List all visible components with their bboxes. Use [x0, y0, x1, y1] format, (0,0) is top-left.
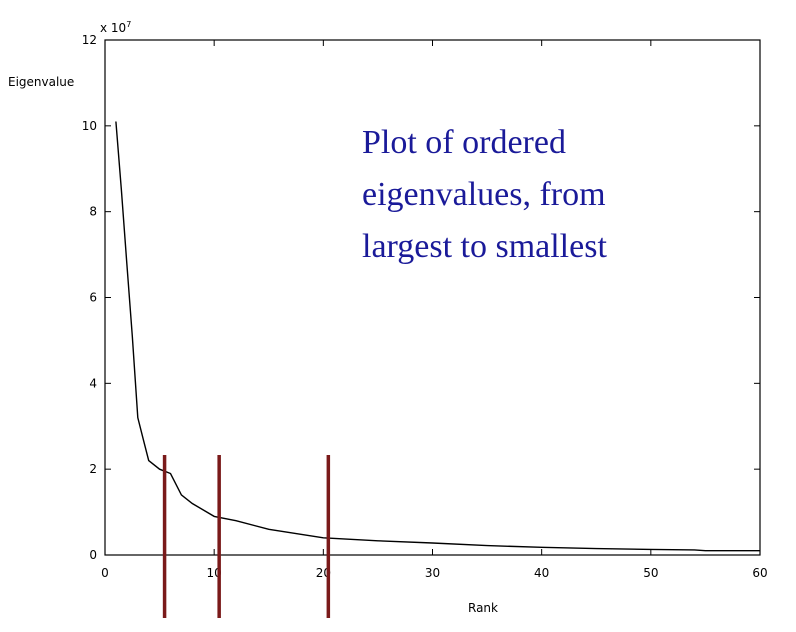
- x-tick-label: 40: [534, 566, 549, 580]
- y-tick-label: 4: [89, 376, 97, 390]
- annotation-line-3: largest to smallest: [362, 228, 607, 265]
- x-tick-label: 0: [101, 566, 109, 580]
- annotation-line-1: Plot of ordered: [362, 124, 566, 161]
- y-tick-label: 12: [82, 33, 97, 47]
- eigenvalue-line: [115, 121, 760, 552]
- x-axis-label: Rank: [468, 601, 498, 615]
- rank-markers: [162, 455, 331, 618]
- y-multiplier-exponent: 7: [126, 20, 131, 29]
- y-tick-label: 2: [89, 462, 97, 476]
- y-multiplier: x 107: [100, 20, 131, 35]
- y-tick-label: 10: [82, 119, 97, 133]
- annotation-text: Plot of ordered eigenvalues, from larges…: [362, 124, 614, 265]
- y-tick-label: 8: [89, 205, 97, 219]
- y-axis-label: Eigenvalue: [8, 75, 74, 89]
- plot-frame: [104, 39, 761, 556]
- y-tick-label: 0: [89, 548, 97, 562]
- x-tick-label: 50: [643, 566, 658, 580]
- y-tick-label: 6: [89, 291, 97, 305]
- x-tick-label: 60: [752, 566, 767, 580]
- y-multiplier-base: x 10: [100, 21, 126, 35]
- x-tick-label: 30: [425, 566, 440, 580]
- axis-ticks: [104, 39, 761, 556]
- annotation-line-2: eigenvalues, from: [362, 176, 606, 213]
